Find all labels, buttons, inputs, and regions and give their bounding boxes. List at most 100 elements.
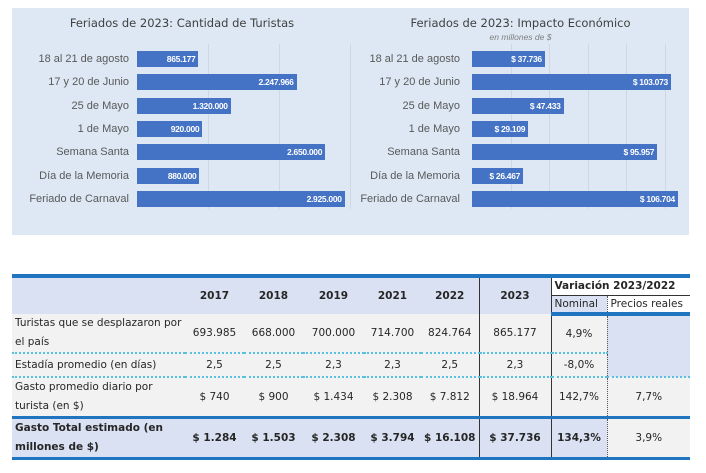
year-value-cell: 2,3 bbox=[364, 353, 421, 378]
nominal-variation-cell: 4,9% bbox=[550, 314, 607, 354]
bar-value-label: 2.247.966 bbox=[258, 77, 294, 88]
bar bbox=[472, 51, 545, 67]
gridline bbox=[587, 44, 589, 209]
tourism-table: 2017 2018 2019 2021 2022 2023 Variación … bbox=[12, 274, 691, 460]
gridline bbox=[350, 44, 351, 209]
bar-value-label: 920.000 bbox=[170, 123, 200, 134]
category-label: 17 y 20 de Junio bbox=[48, 76, 129, 89]
gridline bbox=[665, 44, 666, 209]
table-row: Gasto promedio diario por turista (en $)… bbox=[12, 377, 691, 419]
category-label: 18 al 21 de agosto bbox=[38, 53, 129, 65]
header-year: 2019 bbox=[303, 274, 364, 314]
header-year: 2022 bbox=[421, 274, 479, 314]
chart-title: Feriados de 2023: Impacto Económico bbox=[410, 16, 631, 30]
row-label: Turistas que se desplazaron por el país bbox=[12, 314, 185, 354]
gridline bbox=[549, 44, 551, 209]
header-real-prices: Precios reales bbox=[606, 295, 691, 316]
year-value-cell: 700.000 bbox=[303, 314, 364, 354]
bar-value-label: $ 26.467 bbox=[489, 170, 521, 181]
bar-value-label: 1.320.000 bbox=[192, 100, 228, 111]
bar-value-label: 880.000 bbox=[167, 170, 197, 181]
current-year-cell: 865.177 bbox=[478, 314, 551, 354]
year-value-cell: $ 16.108 bbox=[421, 417, 479, 460]
bar bbox=[472, 74, 671, 91]
category-label: 18 al 21 de agosto bbox=[369, 53, 460, 65]
bar bbox=[137, 120, 203, 137]
real-variation-cell: 3,9% bbox=[606, 417, 691, 460]
bar-value-label: 2.650.000 bbox=[287, 147, 323, 158]
chart-title: Feriados de 2023: Cantidad de Turistas bbox=[69, 16, 295, 30]
gridline bbox=[208, 44, 209, 209]
current-year-cell: $ 18.964 bbox=[478, 377, 551, 419]
row-label: Gasto promedio diario por turista (en $) bbox=[12, 377, 185, 419]
year-value-cell: $ 2.308 bbox=[364, 377, 421, 419]
charts-panel: Feriados de 2023: Cantidad de Turistas 1… bbox=[12, 8, 689, 235]
category-label: 1 de Mayo bbox=[77, 122, 129, 135]
category-label: Día de la Memoria bbox=[39, 169, 129, 182]
year-value-cell: 2,3 bbox=[303, 353, 364, 378]
current-year-cell: 2,3 bbox=[478, 353, 551, 378]
bar-value-label: 2.925.000 bbox=[306, 193, 342, 204]
row-label: Gasto Total estimado (en millones de $) bbox=[12, 417, 185, 460]
header-nominal: Nominal bbox=[550, 295, 607, 316]
category-label: 1 de Mayo bbox=[408, 122, 460, 135]
year-value-cell: 693.985 bbox=[185, 314, 244, 354]
bar bbox=[472, 97, 564, 114]
year-value-cell: 2,5 bbox=[244, 353, 303, 378]
year-value-cell: 2,5 bbox=[421, 353, 479, 378]
year-value-cell: 714.700 bbox=[364, 314, 421, 354]
year-value-cell: 2,5 bbox=[185, 353, 244, 378]
bar bbox=[472, 120, 529, 137]
bar bbox=[472, 190, 678, 207]
bar-value-label: $ 95.957 bbox=[623, 147, 655, 158]
bar bbox=[472, 144, 658, 161]
category-label: 17 y 20 de Junio bbox=[379, 76, 460, 89]
bar-value-label: $ 29.109 bbox=[494, 123, 526, 134]
year-value-cell: $ 900 bbox=[244, 377, 303, 419]
category-label: Semana Santa bbox=[56, 146, 129, 159]
nominal-variation-cell: -8,0% bbox=[550, 353, 607, 378]
category-label: Feriado de Carnaval bbox=[29, 192, 129, 205]
year-value-cell: 668.000 bbox=[244, 314, 303, 354]
tourists-chart: Feriados de 2023: Cantidad de Turistas 1… bbox=[12, 8, 352, 235]
bar-value-label: $ 47.433 bbox=[529, 100, 561, 111]
table-row: Turistas que se desplazaron por el país 6… bbox=[12, 314, 691, 378]
bar bbox=[472, 167, 524, 184]
category-label: 25 de Mayo bbox=[402, 99, 460, 112]
real-variation-cell: 7,7% bbox=[606, 377, 691, 419]
bar-value-label: $ 106.704 bbox=[639, 193, 675, 204]
current-year-cell: $ 37.736 bbox=[478, 417, 551, 460]
bar bbox=[137, 51, 199, 67]
row-label: Estadía promedio (en días) bbox=[12, 353, 185, 378]
header-label-cell bbox=[12, 274, 185, 314]
year-value-cell: $ 1.503 bbox=[244, 417, 303, 460]
header-year: 2021 bbox=[364, 274, 421, 314]
header-year: 2017 bbox=[185, 274, 244, 314]
bar bbox=[137, 167, 200, 184]
bar-value-label: 865.177 bbox=[166, 54, 196, 64]
year-value-cell: $ 1.284 bbox=[185, 417, 244, 460]
category-label: Feriado de Carnaval bbox=[360, 192, 460, 205]
year-value-cell: $ 2.308 bbox=[303, 417, 364, 460]
bar bbox=[137, 144, 326, 161]
year-value-cell: $ 7.812 bbox=[421, 377, 479, 419]
bar bbox=[137, 97, 231, 114]
bar bbox=[137, 190, 345, 207]
nominal-variation-cell: 134,3% bbox=[550, 417, 607, 460]
bar-value-label: $ 37.736 bbox=[511, 54, 542, 64]
nominal-variation-cell: 142,7% bbox=[550, 377, 607, 419]
header-current-year: 2023 bbox=[478, 274, 551, 314]
category-label: Semana Santa bbox=[387, 146, 460, 159]
table-row: Gasto Total estimado (en millones de $) $… bbox=[12, 417, 691, 460]
economic-impact-chart: Feriados de 2023: Impacto Económico en m… bbox=[352, 8, 689, 235]
gridline bbox=[279, 44, 280, 209]
category-label: 25 de Mayo bbox=[71, 99, 129, 112]
real-variation-cell bbox=[606, 314, 691, 378]
gridline bbox=[626, 44, 628, 209]
header-year: 2018 bbox=[244, 274, 303, 314]
year-value-cell: $ 740 bbox=[185, 377, 244, 419]
header-variation: Variación 2023/2022 bbox=[550, 274, 691, 296]
bar bbox=[137, 74, 297, 91]
chart-subtitle: en millones de $ bbox=[489, 32, 552, 42]
table-row: Estadía promedio (en días) 2,5 2,5 2,3 2,3 2,… bbox=[12, 353, 690, 378]
